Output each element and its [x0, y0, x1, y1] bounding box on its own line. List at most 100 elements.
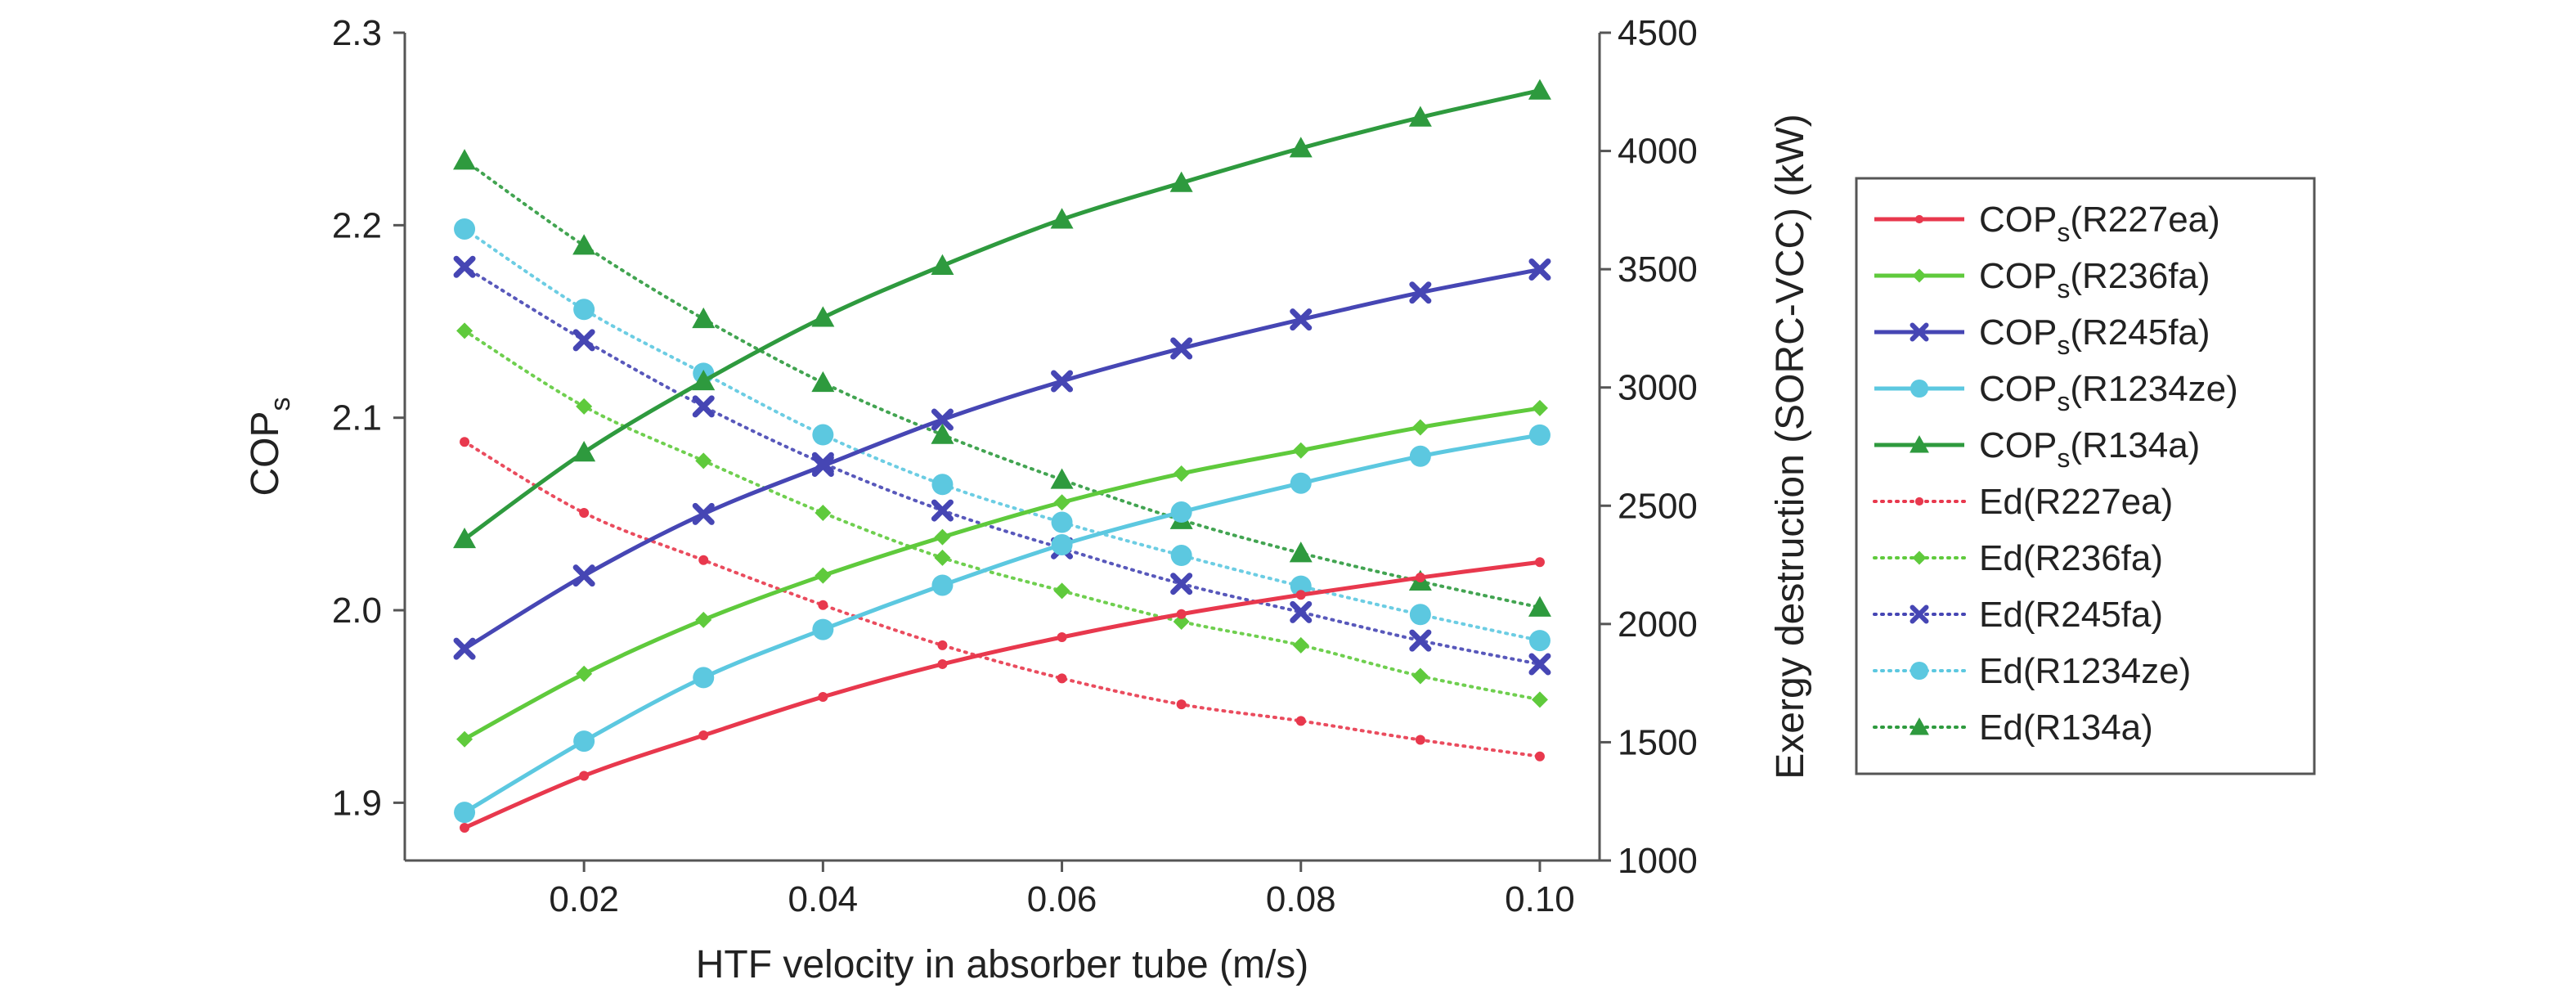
data-point-ed-r1234ze-8 — [1290, 575, 1312, 597]
data-point-cops-r245fa-8 — [1290, 308, 1313, 331]
y-tick-label-right: 4000 — [1618, 132, 1698, 172]
x-tick-label: 0.02 — [549, 879, 619, 919]
data-point-ed-r227ea-5 — [937, 640, 948, 650]
legend-label: Ed(R245fa) — [1979, 595, 2163, 635]
legend-label: COPs(R1234ze) — [1979, 369, 2238, 416]
y-tick-label-right: 2000 — [1618, 604, 1698, 645]
data-point-cops-r245fa-3 — [692, 502, 715, 525]
data-point-cops-r236fa-9 — [1411, 419, 1429, 436]
data-point-ed-r245fa-8 — [1290, 600, 1313, 623]
data-point-cops-r134a-5 — [931, 254, 954, 275]
series-line-cops-r245fa — [463, 267, 1541, 651]
legend-item-cops-r245fa: COPs(R245fa) — [1874, 312, 2210, 360]
legend-item-cops-r236fa: COPs(R236fa) — [1874, 256, 2210, 303]
y-tick-label-right: 1000 — [1618, 841, 1698, 881]
data-point-cops-r227ea-7 — [1176, 609, 1187, 619]
y-axis-title-left-sub: s — [265, 397, 296, 411]
data-point-cops-r236fa-2 — [576, 665, 593, 682]
data-point-cops-r1234ze-4 — [812, 618, 834, 640]
data-point-cops-r227ea-2 — [579, 771, 590, 781]
x-tick-label: 0.08 — [1266, 879, 1336, 919]
data-point-ed-r245fa-3 — [692, 395, 715, 418]
data-point-ed-r227ea-2 — [579, 507, 590, 518]
data-point-ed-r227ea-8 — [1295, 716, 1306, 726]
data-point-ed-r1234ze-10 — [1528, 630, 1551, 652]
data-point-ed-r1234ze-9 — [1409, 604, 1431, 626]
legend-swatch-marker — [1910, 379, 1929, 398]
data-point-cops-r227ea-3 — [698, 730, 709, 741]
data-point-cops-r1234ze-8 — [1290, 472, 1312, 494]
data-point-cops-r1234ze-7 — [1170, 501, 1192, 523]
data-point-cops-r236fa-3 — [695, 611, 712, 628]
data-point-ed-r134a-8 — [1289, 541, 1313, 563]
series-line-cops-r1234ze — [463, 433, 1541, 815]
legend-swatch-marker — [1910, 717, 1929, 735]
data-point-cops-r134a-9 — [1408, 106, 1432, 127]
data-point-ed-r236fa-4 — [815, 504, 832, 521]
y-tick-label-left: 1.9 — [332, 783, 382, 823]
data-point-ed-r227ea-9 — [1415, 735, 1425, 745]
data-point-cops-r1234ze-6 — [1051, 534, 1073, 556]
data-point-cops-r227ea-6 — [1057, 631, 1067, 642]
x-tick-label: 0.10 — [1505, 879, 1575, 919]
data-point-cops-r236fa-1 — [456, 730, 473, 748]
y-tick-label-left: 2.3 — [332, 13, 382, 53]
legend-swatch-marker — [1910, 604, 1929, 624]
y-tick-label-left: 2.0 — [332, 591, 382, 631]
data-point-ed-r236fa-5 — [934, 549, 951, 566]
y-axis-title-right: Exergy destruction (SORC-VCC) (kW) — [1769, 114, 1812, 779]
legend-item-ed-r236fa: Ed(R236fa) — [1873, 538, 2163, 578]
data-point-cops-r134a-10 — [1528, 79, 1551, 100]
data-point-ed-r134a-10 — [1528, 595, 1551, 617]
data-point-ed-r134a-4 — [811, 371, 835, 393]
legend-swatch-marker — [1914, 214, 1924, 224]
legend-swatch-marker — [1910, 661, 1929, 681]
series-cops-r245fa — [453, 258, 1551, 660]
data-point-cops-r1234ze-1 — [454, 802, 476, 824]
data-point-ed-r227ea-3 — [698, 555, 709, 565]
data-point-ed-r245fa-2 — [572, 329, 595, 352]
legend-label: COPs(R236fa) — [1979, 256, 2210, 303]
y-tick-label-right: 4500 — [1618, 13, 1698, 53]
legend-item-cops-r134a: COPs(R134a) — [1874, 425, 2200, 473]
data-point-ed-r227ea-4 — [818, 600, 828, 610]
data-point-ed-r245fa-5 — [931, 499, 954, 522]
legend-item-cops-r227ea: COPs(R227ea) — [1874, 200, 2220, 247]
data-point-cops-r134a-1 — [453, 527, 477, 549]
x-tick-label: 0.06 — [1027, 879, 1097, 919]
series-line-cops-r227ea — [464, 559, 1541, 830]
series-line-cops-r134a — [463, 88, 1541, 541]
series-cops-r236fa — [456, 399, 1548, 748]
x-tick-label: 0.04 — [788, 879, 859, 919]
legend-label: Ed(R227ea) — [1979, 482, 2173, 522]
data-point-ed-r227ea-7 — [1176, 699, 1187, 710]
data-point-cops-r1234ze-5 — [931, 574, 954, 596]
data-point-ed-r236fa-10 — [1531, 691, 1548, 708]
data-point-ed-r236fa-8 — [1292, 636, 1309, 654]
data-point-ed-r245fa-1 — [453, 255, 476, 278]
data-point-cops-r227ea-10 — [1534, 557, 1545, 568]
series-cops-r227ea — [460, 557, 1545, 833]
series-line-ed-r134a — [463, 159, 1542, 609]
data-point-cops-r245fa-7 — [1170, 337, 1193, 360]
plot-area — [405, 33, 1600, 860]
y-tick-label-right: 1500 — [1618, 722, 1698, 762]
legend-item-cops-r1234ze: COPs(R1234ze) — [1874, 369, 2238, 416]
data-point-cops-r236fa-4 — [815, 567, 832, 584]
legend-label: Ed(R134a) — [1979, 708, 2153, 748]
y-tick-label-right: 2500 — [1618, 486, 1698, 526]
data-point-cops-r1234ze-10 — [1528, 424, 1551, 446]
data-point-cops-r227ea-9 — [1415, 573, 1425, 583]
data-point-cops-r1234ze-3 — [693, 667, 715, 689]
legend-label: COPs(R227ea) — [1979, 200, 2220, 247]
data-point-cops-r245fa-1 — [453, 637, 476, 660]
legend-swatch-marker — [1910, 435, 1929, 453]
data-point-ed-r236fa-2 — [576, 398, 593, 415]
series-line-cops-r236fa — [463, 406, 1541, 741]
legend-label: Ed(R236fa) — [1979, 538, 2163, 578]
legend-swatch-marker — [1912, 550, 1927, 565]
series-line-ed-r245fa — [463, 265, 1542, 667]
data-point-ed-r236fa-3 — [695, 452, 712, 470]
data-point-ed-r134a-1 — [453, 149, 477, 170]
